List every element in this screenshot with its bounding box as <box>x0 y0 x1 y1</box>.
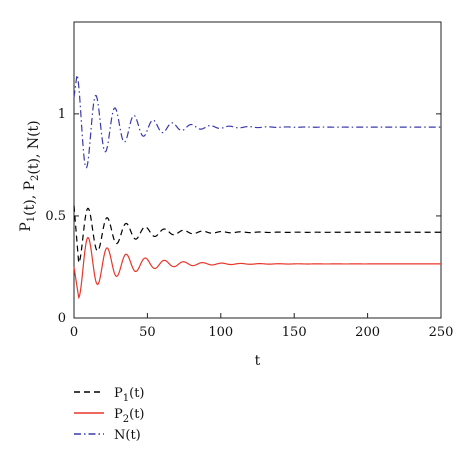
series-line-1 <box>73 205 441 265</box>
plot-frame <box>73 21 442 319</box>
x-tick-label: 100 <box>208 325 233 340</box>
series-line-3 <box>73 72 441 169</box>
axis-ticks: 0 50 100 150 200 250 0 0.5 1 <box>45 107 453 340</box>
x-tick-label: 0 <box>70 325 78 340</box>
y-axis-label: P1(t), P2(t), N(t) <box>18 120 42 231</box>
x-tick-label: 50 <box>139 325 156 340</box>
series-line-2 <box>73 236 441 300</box>
legend-label-1: P1(t) <box>114 386 145 404</box>
y-tick-label: 0.5 <box>45 209 66 224</box>
x-tick-label: 250 <box>429 325 454 340</box>
y-tick-label: 1 <box>58 107 66 122</box>
series-lines <box>73 72 441 300</box>
x-axis-label: t <box>255 353 261 369</box>
legend: P1(t) P2(t) N(t) <box>74 386 145 443</box>
x-tick-label: 200 <box>355 325 380 340</box>
legend-label-2: P2(t) <box>114 407 145 425</box>
x-tick-label: 150 <box>282 325 307 340</box>
legend-label-3: N(t) <box>114 428 141 443</box>
plot-frame-box <box>73 21 442 319</box>
y-tick-label: 0 <box>58 311 66 326</box>
